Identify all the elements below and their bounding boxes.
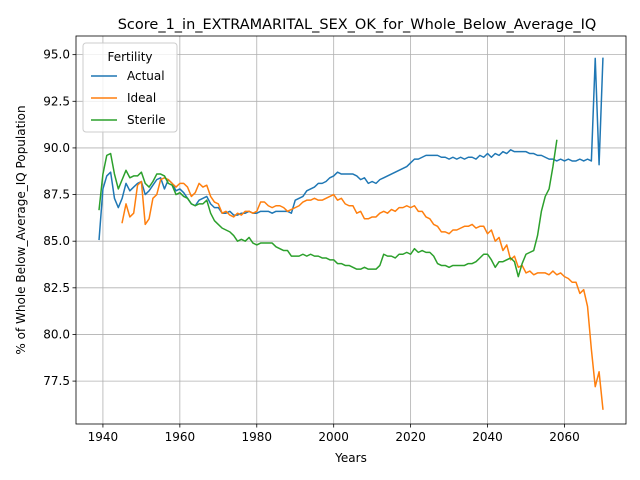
y-tick-label: 85.0 (43, 234, 70, 248)
legend-title: Fertility (107, 50, 152, 64)
x-tick-label: 1980 (241, 430, 272, 444)
y-tick-label: 92.5 (43, 94, 70, 108)
y-tick-label: 95.0 (43, 48, 70, 62)
x-tick-label: 1940 (88, 430, 119, 444)
series-line-sterile (98, 139, 558, 278)
y-tick-label: 87.5 (43, 188, 70, 202)
x-axis: 1940 1960 1980 2000 2020 2040 2060 (88, 424, 580, 444)
x-tick-label: 2020 (395, 430, 426, 444)
x-tick-label: 2060 (549, 430, 580, 444)
x-tick-label: 2040 (472, 430, 503, 444)
x-axis-label: Years (334, 451, 367, 465)
y-axis-label: % of Whole Below_Average_IQ Population (14, 105, 28, 354)
grid (76, 36, 626, 424)
y-tick-label: 82.5 (43, 281, 70, 295)
legend: Fertility Actual Ideal Sterile (82, 42, 178, 133)
plot-frame (75, 35, 627, 425)
y-axis: 77.5 80.0 82.5 85.0 87.5 90.0 92.5 95.0 (43, 48, 76, 388)
legend-label-ideal: Ideal (127, 91, 156, 105)
series-layer (98, 57, 604, 410)
legend-box (82, 42, 178, 133)
x-tick-label: 2000 (318, 430, 349, 444)
legend-label-actual: Actual (127, 69, 165, 83)
x-tick-label: 1960 (165, 430, 196, 444)
legend-label-sterile: Sterile (127, 113, 166, 127)
series-line-actual (98, 57, 604, 241)
series-line-ideal (121, 177, 604, 410)
y-tick-label: 80.0 (43, 327, 70, 341)
y-tick-label: 77.5 (43, 374, 70, 388)
y-tick-label: 90.0 (43, 141, 70, 155)
chart-title: Score_1_in_EXTRAMARITAL_SEX_OK_for_Whole… (118, 17, 597, 33)
